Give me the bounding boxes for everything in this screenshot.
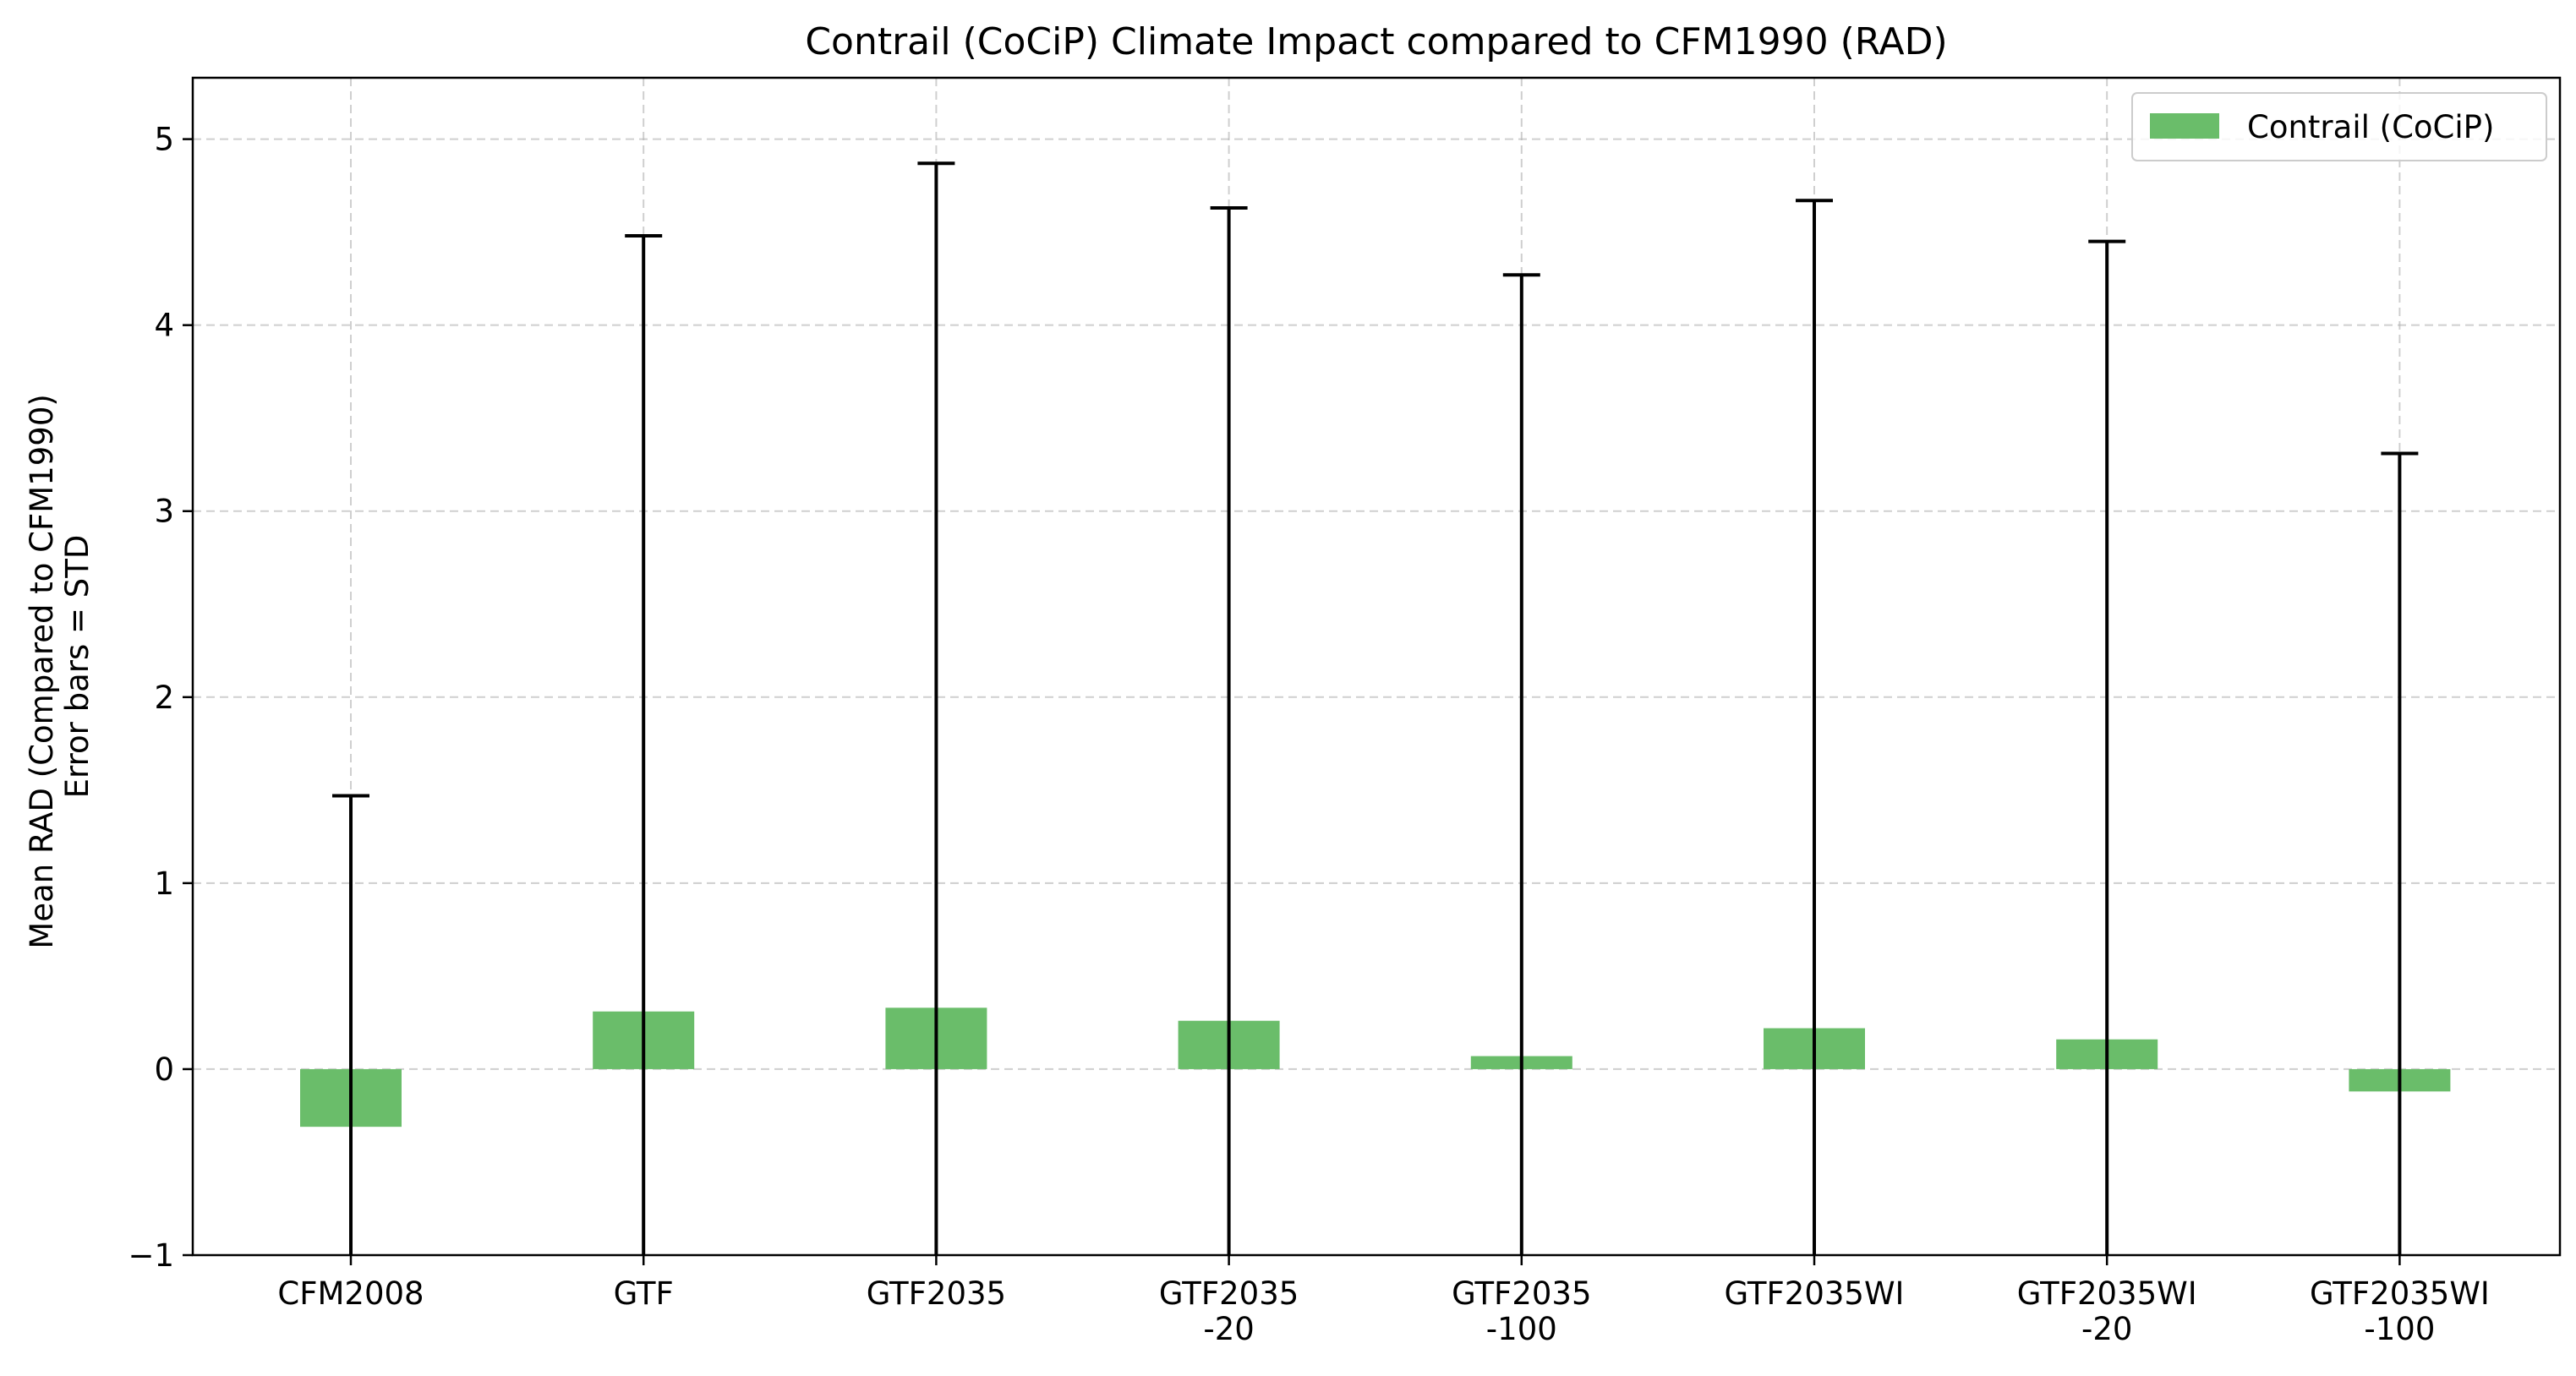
- x-tick-label-line: GTF2035: [1159, 1275, 1299, 1312]
- x-tick-label: GTF2035WI: [1725, 1275, 1905, 1312]
- y-tick-label: 5: [154, 122, 174, 158]
- x-tick-label: CFM2008: [277, 1275, 424, 1312]
- legend-label: Contrail (CoCiP): [2247, 109, 2494, 145]
- plot-frame: [191, 76, 2562, 1257]
- y-tick-label: −1: [128, 1237, 174, 1274]
- legend: Contrail (CoCiP): [2131, 92, 2547, 161]
- x-tick-label: GTF2035WI -20: [2017, 1275, 2197, 1347]
- y-tick-label: 2: [154, 680, 174, 716]
- x-tick-label: GTF2035WI -100: [2310, 1275, 2490, 1347]
- x-tick-label-line: GTF2035WI: [1725, 1275, 1905, 1312]
- x-tick-label-line: GTF2035WI: [2310, 1275, 2490, 1312]
- x-tick-label-line: GTF: [614, 1275, 674, 1312]
- x-tick-label: GTF: [614, 1275, 674, 1312]
- x-tick-label-line: -20: [2081, 1311, 2132, 1347]
- x-tick-label: GTF2035 -100: [1452, 1275, 1591, 1347]
- x-tick-label-line: GTF2035: [1452, 1275, 1591, 1312]
- y-axis-title-line-1: Mean RAD (Compared to CFM1990): [24, 394, 60, 948]
- legend-swatch: [2150, 113, 2219, 139]
- error-bars: [332, 161, 2419, 1255]
- y-tick-label: 1: [154, 865, 174, 902]
- x-tick-label-line: GTF2035WI: [2017, 1275, 2197, 1312]
- legend-box: [2131, 92, 2547, 161]
- x-tick-label-line: -20: [1203, 1311, 1254, 1347]
- y-axis-title-line-2: Error bars = STD: [59, 535, 96, 799]
- x-tick-label: GTF2035: [867, 1275, 1006, 1312]
- x-tick-label-line: -100: [1486, 1311, 1557, 1347]
- x-tick-label-line: -100: [2364, 1311, 2435, 1347]
- x-tick-label-line: CFM2008: [277, 1275, 424, 1312]
- chart-title: Contrail (CoCiP) Climate Impact compared…: [805, 20, 1947, 63]
- y-tick-label: 3: [154, 494, 174, 530]
- x-tick-label-line: GTF2035: [867, 1275, 1006, 1312]
- y-axis-title: Mean RAD (Compared to CFM1990) Error bar…: [24, 384, 96, 948]
- y-tick-label: 4: [154, 308, 174, 344]
- x-tick-label: GTF2035 -20: [1159, 1275, 1299, 1347]
- y-tick-label: 0: [154, 1051, 174, 1088]
